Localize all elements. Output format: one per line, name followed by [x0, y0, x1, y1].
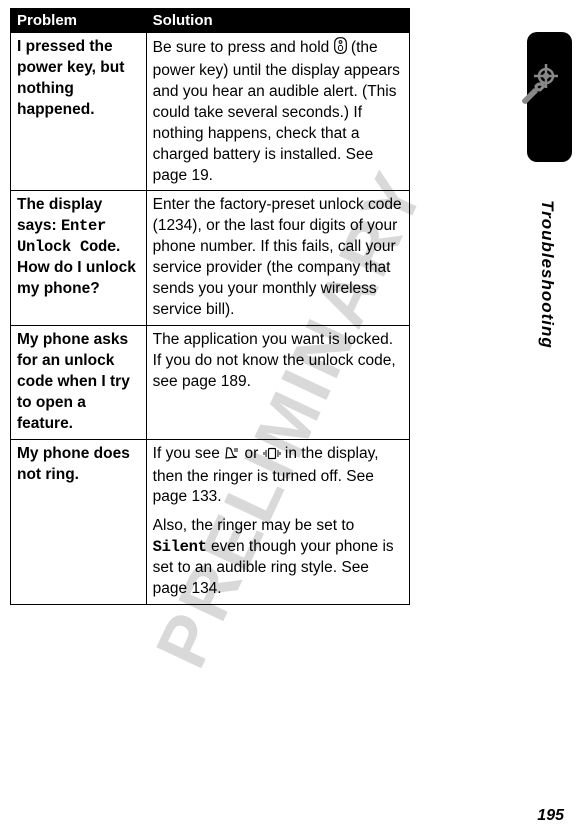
- solution-text-post: (the power key) until the display appear…: [153, 39, 400, 184]
- table-row: The display says: Enter Unlock Code. How…: [11, 191, 410, 326]
- ringer-off-icon: [224, 446, 240, 467]
- problem-cell: The display says: Enter Unlock Code. How…: [11, 191, 147, 326]
- vibrate-icon: [263, 446, 281, 467]
- solution-text-a2: or: [244, 445, 262, 462]
- solution-paragraph-b: Also, the ringer may be set to Silent ev…: [153, 516, 403, 600]
- page-number: 195: [537, 807, 564, 825]
- table-row: My phone asks for an unlock code when I …: [11, 325, 410, 439]
- solution-cell: Enter the factory-preset unlock code (12…: [146, 191, 409, 326]
- solution-code: Silent: [153, 538, 207, 556]
- solution-cell: If you see or: [146, 439, 409, 604]
- wrench-target-icon: [516, 60, 562, 111]
- solution-text-b1: Also, the ringer may be set to: [153, 517, 355, 534]
- solution-text-pre: Be sure to press and hold: [153, 39, 334, 56]
- table-row: I pressed the power key, but nothing hap…: [11, 33, 410, 191]
- solution-text-a1: If you see: [153, 445, 225, 462]
- problem-cell: My phone asks for an unlock code when I …: [11, 325, 147, 439]
- header-problem: Problem: [11, 9, 147, 33]
- table-row: My phone does not ring. If you see or: [11, 439, 410, 604]
- sidebar-label: Troubleshooting: [537, 200, 557, 349]
- problem-cell: My phone does not ring.: [11, 439, 147, 604]
- troubleshooting-table: Problem Solution I pressed the power key…: [10, 8, 410, 605]
- page-content: Problem Solution I pressed the power key…: [0, 0, 470, 605]
- solution-paragraph-a: If you see or: [153, 444, 403, 509]
- solution-cell: Be sure to press and hold (the power key…: [146, 33, 409, 191]
- table-header-row: Problem Solution: [11, 9, 410, 33]
- header-solution: Solution: [146, 9, 409, 33]
- power-key-icon: [334, 37, 347, 61]
- problem-cell: I pressed the power key, but nothing hap…: [11, 33, 147, 191]
- solution-cell: The application you want is locked. If y…: [146, 325, 409, 439]
